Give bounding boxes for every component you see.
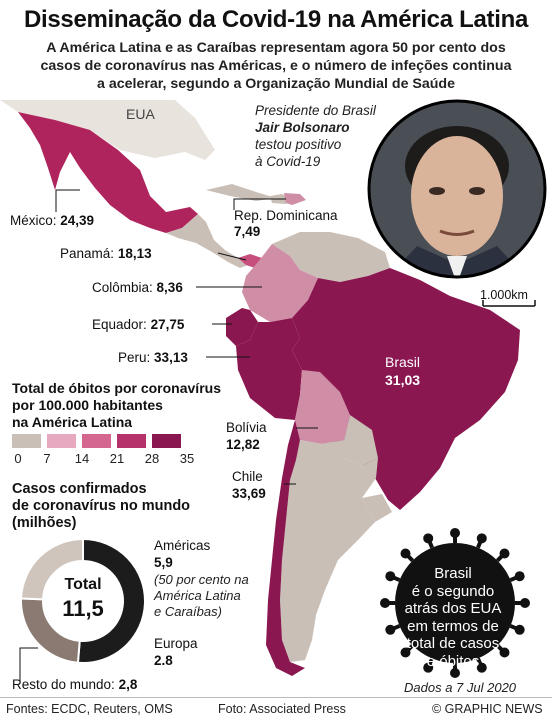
virus-note: Brasil é o segundo atrás dos EUA em term… [404, 565, 502, 670]
label-panama: Panamá: 18,13 [60, 246, 152, 261]
latin-america-map [0, 100, 536, 683]
virus-spike-tip-13 [476, 533, 487, 544]
virus-spike-tip-8 [380, 598, 390, 608]
label-ecuador: Equador: 27,75 [92, 317, 185, 332]
legend-swatch-1 [47, 434, 76, 448]
footer-photo-credit: Foto: Associated Press [218, 702, 346, 716]
cases-title: Casos confirmados de coronavírus no mund… [12, 481, 191, 531]
central-america-shape [166, 214, 248, 268]
virus-spike-tip-6 [400, 647, 411, 658]
date-note: Dados a 7 Jul 2020 [404, 680, 517, 695]
donut-total-label: Total [64, 576, 102, 593]
virus-spike-tip-1 [514, 624, 525, 635]
bolsonaro-photo [367, 99, 547, 279]
legend-tick-0: 0 [14, 451, 22, 466]
donut-segment-2 [20, 537, 84, 601]
virus-spike-tip-12 [450, 528, 460, 538]
label-dominican-republic: Rep. Dominicana 7,49 [234, 208, 338, 239]
legend-swatch-0 [12, 434, 41, 448]
subtitle-line-1: A América Latina e as Caraíbas represent… [46, 40, 506, 56]
uruguay-shape [362, 494, 392, 522]
label-peru: Peru: 33,13 [118, 350, 188, 365]
virus-spike-tip-14 [499, 548, 510, 559]
legend-tick-14: 14 [74, 451, 90, 466]
legend-tick-21: 21 [109, 451, 125, 466]
usa-shape [0, 100, 215, 160]
label-bolivia: Bolívia 12,82 [226, 420, 267, 452]
cuba-shape [206, 184, 276, 201]
coronavirus-icon [380, 528, 530, 678]
rest-of-world-label: Resto do mundo: 2,8 [12, 677, 138, 692]
subtitle-line-2: casos de coronavírus nas Américas, e o n… [40, 58, 512, 74]
virus-spike-tip-5 [423, 662, 434, 673]
ecuador-shape [226, 308, 258, 346]
virus-spike-tip-4 [450, 668, 460, 678]
scale-label: 1.000km [480, 288, 528, 302]
donut-total-value: 11,5 [62, 596, 104, 621]
argentina-shape [280, 440, 378, 662]
footer-sources: Fontes: ECDC, Reuters, OMS [6, 702, 173, 716]
dominican-republic-shape [284, 193, 306, 205]
virus-spike-tip-9 [385, 571, 396, 582]
cases-donut-chart [20, 537, 146, 664]
leader-panama [217, 252, 247, 261]
virus-spike-tip-3 [476, 662, 487, 673]
virus-spike-tip-11 [423, 533, 434, 544]
virus-spike-tip-0 [520, 598, 530, 608]
label-colombia: Colômbia: 8,36 [92, 280, 183, 295]
peru-shape [236, 318, 302, 420]
legend-swatch-2 [82, 434, 111, 448]
virus-spike-tip-2 [499, 647, 510, 658]
virus-spike-tip-15 [514, 571, 525, 582]
americas-note: (50 por cento na América Latina e Caraíb… [154, 572, 249, 619]
colombia-shape [242, 244, 318, 322]
donut-segment-0 [76, 537, 146, 664]
label-chile: Chile 33,69 [232, 469, 266, 501]
legend-tick-28: 28 [144, 451, 160, 466]
paraguay-shape [344, 415, 378, 466]
legend-tick-7: 7 [43, 451, 51, 466]
virus-body [395, 543, 515, 663]
footer-copyright: © GRAPHIC NEWS [432, 702, 543, 716]
label-mexico: México: 24,39 [10, 213, 95, 228]
legend-tick-35: 35 [179, 451, 195, 466]
bolivia-shape [295, 370, 350, 444]
chile-shape [266, 420, 305, 676]
legend-swatch-4 [152, 434, 181, 448]
leader-rest-of-world [19, 647, 38, 683]
europe-label: Europa 2.8 [154, 636, 198, 668]
leader-dominican-republic [233, 198, 286, 210]
virus-spike-tip-7 [385, 624, 396, 635]
footer [0, 697, 552, 721]
page-title: Disseminação da Covid-19 na América Lati… [23, 6, 529, 33]
subtitle-line-3: a acelerar, segundo a Organização Mundia… [97, 76, 455, 92]
deaths-legend-title: Total de óbitos por coronavírus por 100.… [12, 380, 221, 430]
leader-mexico [55, 189, 80, 212]
virus-spike-tip-10 [400, 548, 411, 559]
americas-label: Américas 5,9 [154, 538, 211, 570]
legend-swatch-3 [117, 434, 146, 448]
president-note: Presidente do Brasil Jair Bolsonaro test… [255, 103, 376, 169]
label-brazil: Brasil 31,03 [385, 354, 421, 388]
mexico-shape [18, 112, 198, 233]
venezuela-guianas-shape [272, 232, 390, 282]
usa-label: EUA [126, 106, 155, 122]
